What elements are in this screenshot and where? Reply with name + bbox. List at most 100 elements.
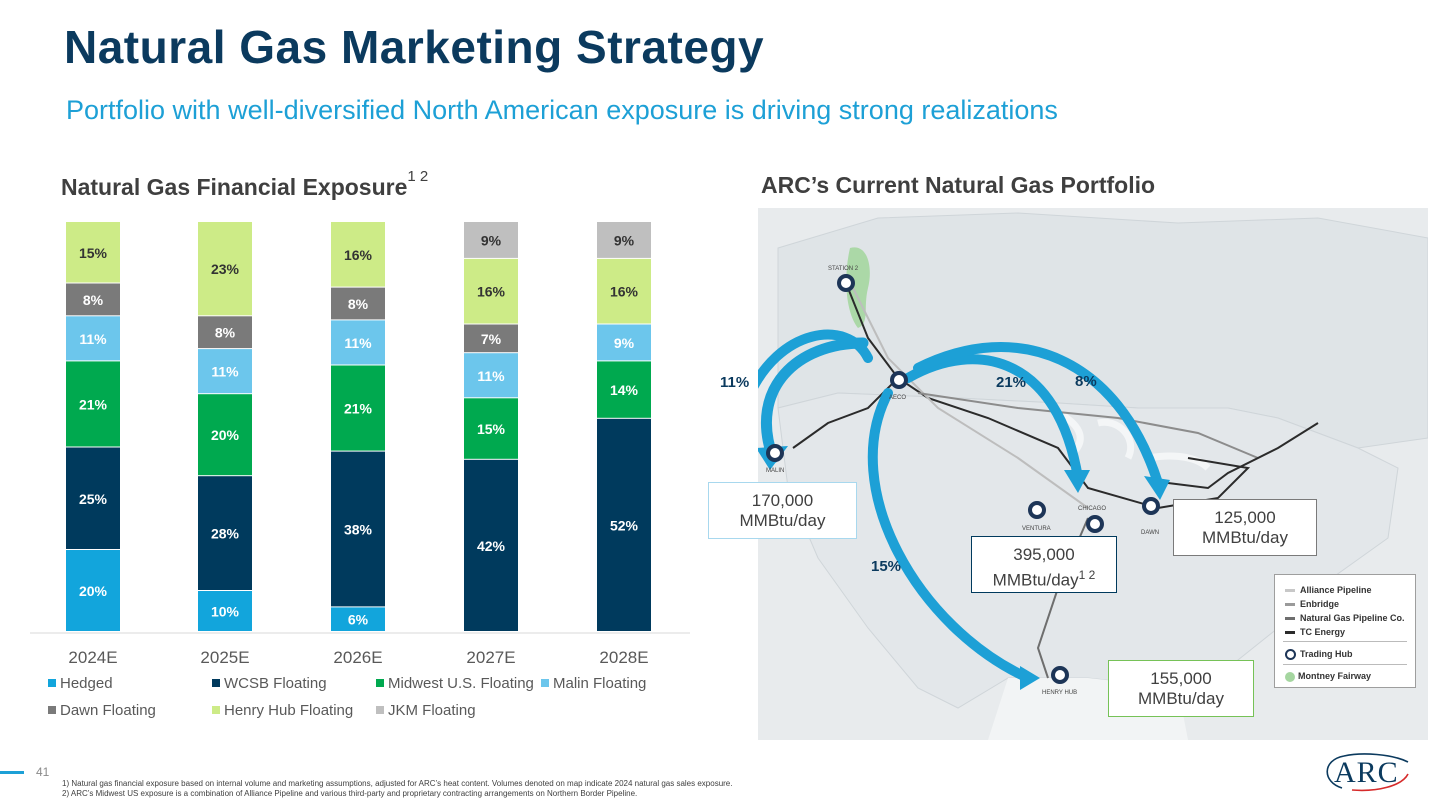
volume-unit: MMBtu/day bbox=[992, 570, 1079, 590]
bar-segment bbox=[464, 353, 518, 398]
map-legend-label: Montney Fairway bbox=[1298, 671, 1372, 681]
map-legend-label: Alliance Pipeline bbox=[1300, 585, 1372, 595]
legend-swatch bbox=[376, 679, 384, 688]
legend-label: Henry Hub Floating bbox=[224, 702, 354, 719]
bar-data-label: 8% bbox=[348, 296, 369, 312]
map-legend-divider bbox=[1283, 641, 1407, 642]
x-tick-label: 2025E bbox=[200, 648, 249, 667]
map-percent-label: 21% bbox=[996, 374, 1027, 391]
hub-label: VENTURA bbox=[1022, 526, 1051, 532]
legend-swatch bbox=[212, 679, 220, 688]
flow-arrow-chicago bbox=[903, 354, 1083, 483]
chart-title-text: Natural Gas Financial Exposure bbox=[61, 174, 408, 200]
bar-data-label: 11% bbox=[344, 335, 372, 351]
legend-swatch bbox=[48, 679, 56, 688]
pipeline-east bbox=[1167, 422, 1319, 490]
bar-data-label: 15% bbox=[79, 245, 108, 261]
legend-line-icon bbox=[1285, 631, 1295, 635]
bar-data-label: 10% bbox=[211, 604, 240, 620]
volume-box-midwest: 395,000 MMBtu/day1 2 bbox=[971, 536, 1117, 593]
bar-segment bbox=[198, 349, 252, 394]
flow-arrow-chicago-head bbox=[1064, 470, 1090, 493]
hub-label: MALIN bbox=[766, 468, 784, 474]
arc-logo: ARC bbox=[1334, 756, 1399, 789]
bar-segment bbox=[198, 394, 252, 476]
flow-arrow-aeco-in bbox=[758, 329, 873, 390]
bar-segment bbox=[464, 222, 518, 258]
bar-segment bbox=[597, 324, 651, 361]
map-percent-label: 15% bbox=[871, 558, 902, 575]
map-legend-item: Montney Fairway bbox=[1285, 671, 1371, 682]
map-legend-item: Enbridge bbox=[1285, 599, 1339, 609]
legend-item: Malin Floating bbox=[541, 675, 646, 692]
bar-segment bbox=[331, 287, 385, 320]
bar-segment bbox=[331, 320, 385, 365]
bar-data-label: 20% bbox=[79, 583, 108, 599]
legend-item: Midwest U.S. Floating bbox=[376, 675, 534, 692]
legend-swatch bbox=[48, 706, 56, 715]
bar-segment bbox=[331, 451, 385, 607]
bar-segment bbox=[66, 361, 120, 447]
x-tick-label: 2027E bbox=[466, 648, 515, 667]
bar-data-label: 6% bbox=[348, 612, 369, 628]
bar-segment bbox=[66, 447, 120, 549]
bar-data-label: 8% bbox=[83, 292, 104, 308]
bar-data-label: 11% bbox=[211, 364, 239, 380]
bar-segment bbox=[331, 222, 385, 287]
legend-label: Malin Floating bbox=[553, 675, 647, 692]
legend-line-icon bbox=[1285, 589, 1295, 593]
bar-data-label: 16% bbox=[477, 284, 506, 300]
bar-data-label: 9% bbox=[614, 335, 635, 351]
bar-segment bbox=[66, 550, 120, 631]
bar-segment bbox=[198, 591, 252, 631]
map-legend-item: TC Energy bbox=[1285, 627, 1345, 637]
pipeline-tc-energy bbox=[845, 282, 1251, 510]
volume-box-malin: 170,000 MMBtu/day bbox=[708, 482, 857, 539]
volume-superscript: 1 2 bbox=[1078, 568, 1096, 582]
bar-data-label: 16% bbox=[344, 247, 373, 263]
volume-value: 395,000 bbox=[1013, 545, 1075, 564]
map-legend-item: Trading Hub bbox=[1285, 649, 1353, 661]
arc-logo-swoosh bbox=[1326, 753, 1409, 792]
hub-aeco-icon bbox=[890, 371, 908, 389]
montney-fairway-icon bbox=[1285, 671, 1295, 682]
bar-segment bbox=[331, 365, 385, 451]
bar-data-label: 11% bbox=[79, 331, 107, 347]
flow-arrow-dawn-head bbox=[1144, 476, 1170, 500]
hub-label: DAWN bbox=[1141, 530, 1159, 536]
bar-segment bbox=[597, 418, 651, 631]
map-legend: Alliance Pipeline Enbridge Natural Gas P… bbox=[1274, 574, 1416, 688]
bar-segment bbox=[464, 398, 518, 459]
bar-segment bbox=[464, 258, 518, 324]
stacked-bar-chart: 20% 25% 21% 11% 8% 15% 2024E 10% 28% 20% 11% 8% 23% 2… bbox=[30, 222, 690, 667]
flow-arrow-dawn bbox=[913, 342, 1163, 488]
map-legend-label: Enbridge bbox=[1300, 599, 1340, 609]
legend-swatch bbox=[376, 706, 384, 715]
map-percent-label: 11% bbox=[720, 374, 750, 391]
bar-data-label: 38% bbox=[344, 522, 373, 538]
legend-line-icon bbox=[1285, 603, 1295, 607]
bar-segment bbox=[597, 258, 651, 324]
flow-arrow-malin bbox=[761, 337, 869, 464]
hub-henry-hub-icon bbox=[1051, 666, 1069, 684]
chart-title-superscript: 1 2 bbox=[407, 168, 429, 185]
bar-segment bbox=[66, 222, 120, 283]
footnote-2: 2) ARC’s Midwest US exposure is a combin… bbox=[62, 789, 638, 798]
bar-data-label: 16% bbox=[610, 284, 639, 300]
hub-station2-icon bbox=[837, 274, 855, 292]
hub-ventura-icon bbox=[1028, 501, 1046, 519]
legend-label: Hedged bbox=[60, 675, 113, 692]
map-legend-label: TC Energy bbox=[1300, 627, 1346, 637]
bar-segment bbox=[198, 316, 252, 349]
volume-box-dawn: 125,000 MMBtu/day bbox=[1173, 499, 1317, 556]
legend-item: Dawn Floating bbox=[48, 702, 156, 719]
bar-data-label: 15% bbox=[477, 421, 506, 437]
legend-item: JKM Floating bbox=[376, 702, 476, 719]
bar-segment bbox=[464, 459, 518, 631]
bar-data-label: 52% bbox=[610, 517, 639, 533]
legend-item: Henry Hub Floating bbox=[212, 702, 353, 719]
bar-data-label: 8% bbox=[215, 325, 236, 341]
hub-label: CHICAGO bbox=[1078, 506, 1106, 512]
map-legend-divider bbox=[1283, 664, 1407, 665]
hub-label: HENRY HUB bbox=[1042, 690, 1077, 696]
